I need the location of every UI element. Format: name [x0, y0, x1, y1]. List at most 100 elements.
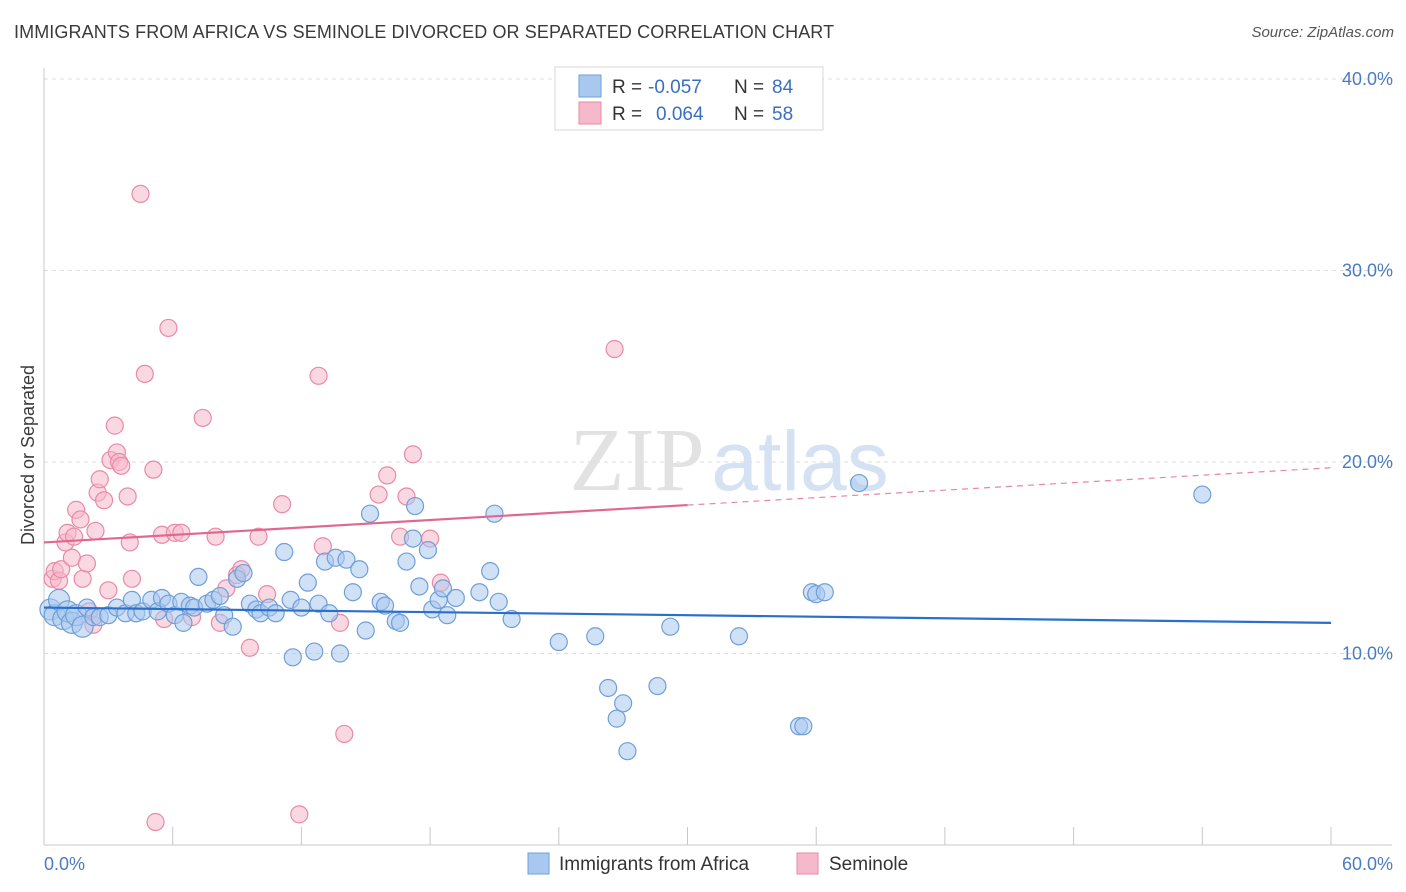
africa-point-49 — [330, 644, 350, 663]
africa-point-76 — [599, 678, 618, 698]
seminole-point-37 — [193, 408, 212, 428]
africa-point-52 — [350, 560, 369, 579]
y-tick-label-3: 40.0% — [1342, 69, 1393, 89]
legend-swatch-africa — [578, 74, 602, 98]
africa-point-53 — [356, 621, 375, 640]
africa-point-38 — [266, 604, 285, 623]
seminole-points — [43, 184, 624, 832]
seminole-point-47 — [290, 805, 309, 824]
africa-point-67 — [438, 606, 457, 625]
africa-point-62 — [410, 577, 429, 596]
seminole-point-18 — [99, 581, 118, 600]
africa-point-44 — [305, 642, 324, 661]
source-label: Source: ZipAtlas.com — [1251, 24, 1394, 41]
bottom-legend-swatch-seminole — [796, 852, 819, 875]
africa-point-56 — [375, 596, 395, 615]
africa-points — [39, 473, 1212, 761]
africa-point-69 — [470, 583, 489, 602]
africa-point-54 — [360, 504, 380, 523]
seminole-point-44 — [249, 527, 268, 546]
africa-point-41 — [283, 648, 302, 667]
watermark-zip: ZIP — [570, 411, 705, 510]
africa-point-61 — [405, 496, 425, 516]
tick-labels: 10.0% 20.0% 30.0% 40.0% 0.0% 60.0% — [44, 69, 1393, 874]
africa-point-88 — [849, 473, 869, 493]
seminole-trend-line — [43, 503, 688, 544]
seminole-point-3 — [52, 560, 71, 579]
trend-lines — [43, 467, 1332, 624]
africa-point-29 — [210, 586, 229, 606]
seminole-point-52 — [369, 485, 388, 504]
bottom-legend-label-africa: Immigrants from Africa — [559, 854, 749, 875]
africa-point-23 — [174, 613, 193, 632]
africa-point-71 — [485, 504, 504, 523]
chart-title: IMMIGRANTS FROM AFRICA VS SEMINOLE DIVOR… — [14, 22, 835, 42]
y-tick-label-1: 20.0% — [1342, 452, 1393, 472]
seminole-point-20 — [105, 416, 124, 435]
bottom-legend-label-seminole: Seminole — [829, 854, 908, 875]
bottom-legend-swatch-africa — [527, 852, 550, 875]
seminole-point-27 — [131, 184, 150, 203]
africa-point-79 — [618, 742, 637, 761]
top-legend: R = -0.057 N = 84 R = 0.064 N = 58 — [554, 66, 824, 131]
seminole-point-10 — [73, 569, 92, 588]
africa-point-75 — [586, 627, 605, 646]
africa-point-43 — [298, 573, 317, 592]
africa-point-51 — [343, 583, 362, 602]
seminole-point-16 — [90, 470, 109, 489]
africa-point-59 — [397, 552, 416, 571]
africa-point-68 — [446, 588, 465, 608]
legend-swatch-seminole — [578, 101, 602, 125]
legend-n-label-africa: N = — [734, 77, 764, 98]
seminole-point-30 — [146, 812, 165, 832]
seminole-point-29 — [144, 460, 163, 479]
africa-point-58 — [390, 613, 410, 632]
africa-point-26 — [189, 567, 208, 587]
legend-n-label-seminole: N = — [734, 104, 764, 125]
africa-point-87 — [815, 583, 834, 602]
seminole-point-48 — [309, 366, 328, 385]
watermark-atlas: atlas — [711, 414, 888, 508]
africa-point-63 — [418, 540, 438, 560]
legend-r-label-seminole: R = — [612, 104, 642, 125]
axes — [43, 68, 1392, 846]
y-axis-label: Divorced or Separated — [18, 365, 38, 545]
x-tick-label-1: 60.0% — [1342, 854, 1393, 874]
seminole-point-17 — [94, 491, 114, 510]
seminole-point-23 — [112, 456, 131, 475]
seminole-point-28 — [135, 364, 154, 384]
africa-point-84 — [794, 717, 813, 736]
seminole-point-11 — [77, 554, 97, 573]
legend-r-value-africa: -0.057 — [648, 77, 702, 98]
seminole-point-51 — [335, 724, 354, 744]
seminole-point-24 — [118, 487, 137, 506]
legend-r-value-seminole: 0.064 — [656, 104, 704, 125]
seminole-point-9 — [71, 510, 90, 529]
seminole-point-43 — [240, 638, 260, 657]
y-tick-label-0: 10.0% — [1342, 644, 1393, 664]
seminole-trend-line-dashed — [687, 467, 1332, 506]
legend-r-label-africa: R = — [612, 77, 642, 98]
bottom-legend: Immigrants from Africa Seminole — [527, 852, 908, 875]
africa-point-50 — [337, 550, 356, 569]
seminole-point-33 — [159, 318, 178, 338]
africa-point-66 — [433, 579, 453, 598]
legend-n-value-seminole: 58 — [772, 104, 793, 125]
africa-point-42 — [292, 598, 311, 617]
africa-point-81 — [661, 617, 680, 636]
watermark: ZIP atlas — [570, 411, 889, 510]
africa-trend-line — [43, 606, 1332, 624]
seminole-point-35 — [172, 523, 191, 542]
africa-point-82 — [729, 627, 749, 646]
grid-lines — [44, 78, 1392, 654]
africa-point-77 — [607, 709, 626, 728]
y-tick-label-2: 30.0% — [1342, 261, 1393, 281]
seminole-point-7 — [64, 527, 84, 546]
africa-point-78 — [614, 694, 633, 713]
seminole-point-14 — [86, 521, 105, 541]
seminole-point-59 — [605, 339, 624, 359]
africa-point-70 — [481, 562, 500, 581]
seminole-point-38 — [206, 527, 225, 546]
seminole-point-26 — [122, 569, 142, 588]
